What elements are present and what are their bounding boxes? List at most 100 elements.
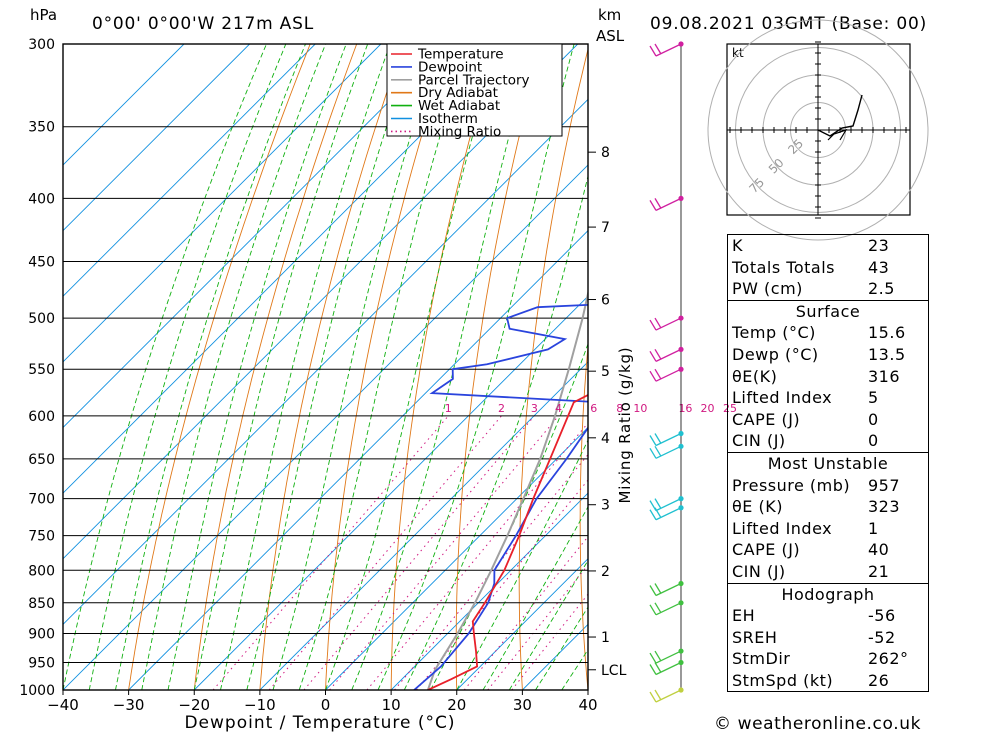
- isotherm-line: [456, 558, 588, 690]
- index-row: Lifted Index 5: [732, 388, 879, 408]
- wind-barb-feather: [654, 43, 662, 55]
- dry-adiabat-line: [959, 26, 1000, 690]
- isotherm-line: [63, 164, 588, 690]
- wind-barb: [649, 346, 684, 362]
- pressure-tick-label: 500: [28, 311, 55, 327]
- index-row: Lifted Index 1: [732, 518, 879, 538]
- pressure-tick-label: 400: [28, 191, 55, 207]
- wind-barb: [649, 648, 684, 664]
- wind-barb-feather: [649, 652, 657, 664]
- pressure-tick-label: 950: [28, 655, 55, 671]
- dry-adiabat-line: [193, 44, 358, 690]
- wet-adiabat-line: [246, 44, 415, 690]
- index-row: K 23: [732, 236, 890, 255]
- pressure-tick-label: 350: [28, 120, 55, 136]
- wind-barb-feather: [654, 349, 662, 360]
- isotherm-line: [63, 44, 250, 232]
- hodograph-ring: [707, 19, 929, 241]
- x-tick-label: −40: [47, 696, 79, 714]
- wind-barb-feather: [649, 604, 657, 616]
- dry-adiabat-line: [259, 44, 404, 690]
- indices-panel: K 23 Totals Totals 43 PW (cm) 2.5 Surface T…: [727, 234, 929, 693]
- pressure-tick-label: 300: [28, 37, 55, 53]
- wind-barb-staff: [655, 689, 682, 703]
- x-tick-label: 40: [578, 696, 597, 714]
- wind-barb-feather: [654, 498, 662, 509]
- mixing-ratio-label: 25: [723, 402, 737, 415]
- wind-barb: [649, 366, 684, 382]
- wind-barb-staff: [655, 348, 682, 362]
- surface-indices: Surface Temp (°C) 15.6 Dewp (°C) 13.5 θE(K…: [728, 299, 928, 452]
- dry-adiabat-line: [325, 44, 451, 690]
- wind-barb: [649, 687, 684, 703]
- index-row: Temp (°C) 15.6: [732, 323, 906, 343]
- index-row: CIN (J) 0: [732, 431, 879, 451]
- wind-barb-feather: [654, 433, 662, 444]
- height-tick-label: 2: [601, 564, 610, 580]
- wind-barb-feather: [654, 689, 662, 701]
- mixing-ratio-line: [394, 453, 588, 690]
- pressure-tick-label: 550: [28, 362, 55, 378]
- wind-barb-feather: [654, 368, 662, 380]
- index-row: Dewp (°C) 13.5: [732, 344, 906, 364]
- height-tick-label: 3: [601, 498, 610, 514]
- pressure-tick-label: 700: [28, 492, 55, 508]
- index-row: StmDir 262°: [732, 649, 909, 669]
- dry-adiabat-line: [128, 44, 311, 690]
- wind-barb-feather: [654, 198, 662, 209]
- legend-label: Temperature: [417, 47, 504, 63]
- legend-label: Wet Adiabat: [418, 98, 500, 114]
- index-row: PW (cm) 2.5: [732, 279, 895, 299]
- pressure-tick-label: 850: [28, 596, 55, 612]
- index-row: θE (K) 323: [732, 497, 901, 517]
- plot-frame: [62, 43, 589, 691]
- mixing-ratio-line: [416, 479, 588, 690]
- pressure-tick-label: 600: [28, 409, 55, 425]
- x-tick-label: 0: [321, 696, 331, 714]
- x-tick-label: −30: [113, 696, 145, 714]
- isotherm-line: [63, 44, 185, 166]
- wet-adiabat-line: [456, 439, 588, 690]
- wind-barb-staff: [655, 602, 682, 616]
- wind-barb-staff: [655, 498, 682, 512]
- height-tick-label: 6: [601, 293, 610, 309]
- isotherm-line: [63, 44, 382, 363]
- index-row: θE(K) 316: [732, 366, 901, 386]
- height-tick-label: 7: [601, 220, 610, 236]
- pressure-tick-label: 750: [28, 529, 55, 545]
- temperature-profile: [427, 394, 588, 690]
- location-title: 0°00' 0°00'W 217m ASL: [92, 14, 314, 34]
- pressure-tick-label: 800: [28, 563, 55, 579]
- most-unstable-title: Most Unstable: [767, 453, 889, 473]
- wind-barb-feather: [654, 445, 662, 457]
- wind-barb-staff: [655, 582, 682, 597]
- km-label: km: [598, 6, 621, 24]
- wet-adiabat-line: [351, 44, 535, 690]
- dry-adiabat-line: [390, 44, 497, 690]
- wet-adiabat-line: [193, 44, 369, 690]
- index-row: Pressure (mb) 957: [732, 475, 901, 495]
- isotherm-line: [193, 295, 588, 690]
- wet-adiabat-line: [272, 44, 441, 690]
- legend-label: Dewpoint: [418, 59, 482, 75]
- mixing-ratio-line: [487, 564, 588, 690]
- wind-barb-feather: [654, 602, 662, 614]
- mixing-ratio-label: 1: [445, 402, 452, 415]
- hodograph-units: kt: [732, 46, 744, 60]
- wind-barb-feather: [649, 200, 657, 211]
- wind-barb-staff: [655, 43, 682, 57]
- x-tick-label: 10: [382, 696, 401, 714]
- mixing-ratio-label: 2: [498, 402, 505, 415]
- wet-adiabat-line: [88, 44, 287, 690]
- most-unstable-indices: Most Unstable Pressure (mb) 957 θE (K) 323…: [728, 451, 928, 583]
- hodograph-indices: Hodograph EH -56 SREH -52 StmDir 262° StmSp…: [728, 582, 928, 692]
- height-tick-label: 1: [601, 630, 610, 646]
- x-axis-label: Dewpoint / Temperature (°C): [184, 713, 455, 733]
- wind-barb-staff: [655, 368, 682, 382]
- mixing-ratio-label: 4: [555, 402, 562, 415]
- legend-label: Mixing Ratio: [418, 124, 501, 140]
- wet-adiabat-line: [63, 44, 267, 690]
- wind-barb-feather: [649, 447, 657, 459]
- isotherm-line: [259, 361, 588, 690]
